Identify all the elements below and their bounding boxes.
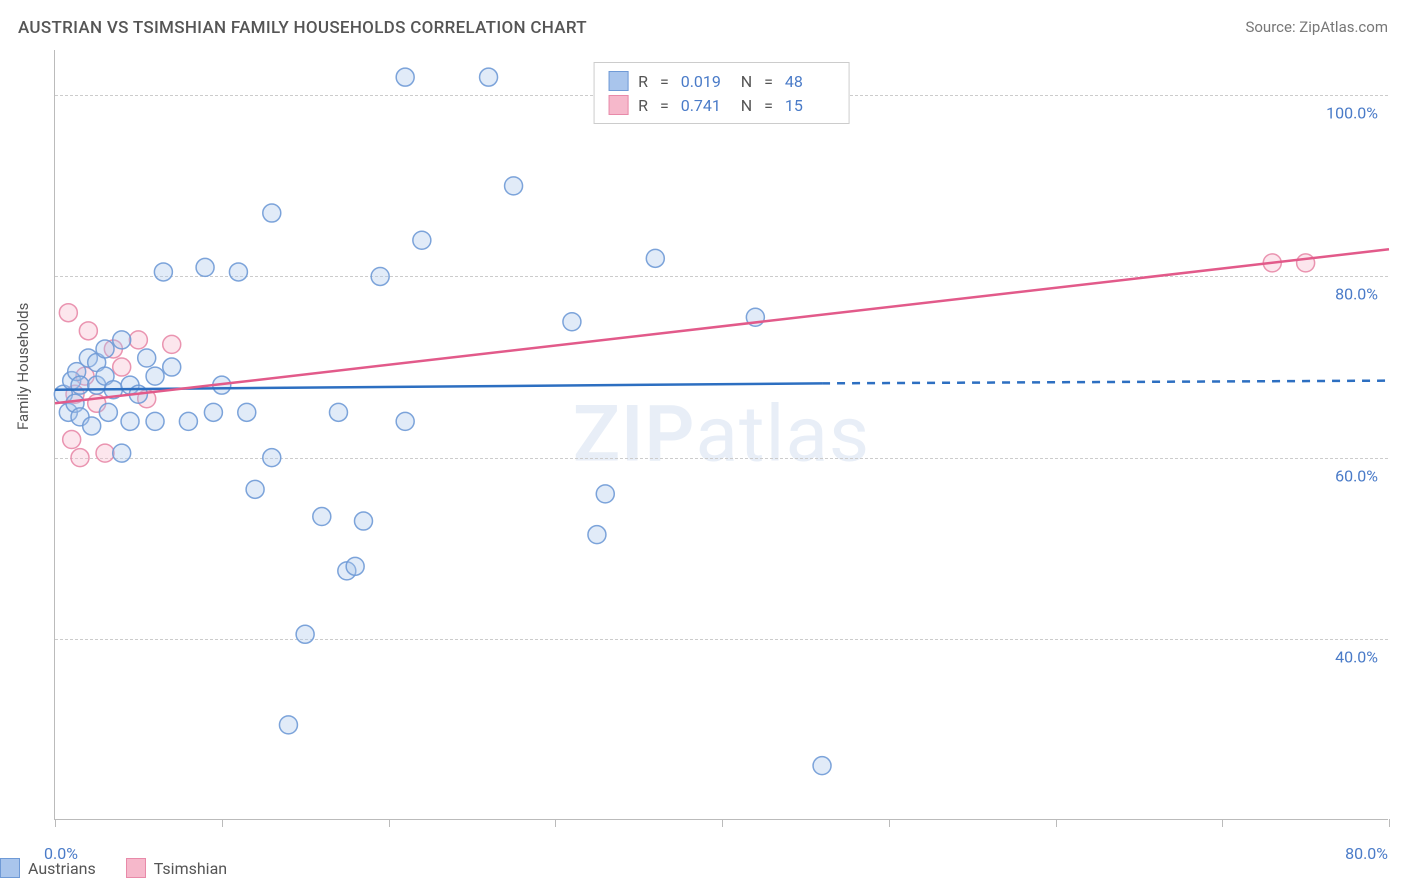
chart-title: AUSTRIAN VS TSIMSHIAN FAMILY HOUSEHOLDS … <box>18 18 587 38</box>
scatter-svg <box>55 50 1388 819</box>
x-tick <box>555 819 556 827</box>
x-tick <box>1222 819 1223 827</box>
legend-label-austrians: Austrians <box>28 859 96 878</box>
legend-label-tsimshian: Tsimshian <box>154 859 227 878</box>
scatter-point-austrians <box>371 267 389 285</box>
scatter-point-tsimshian <box>59 304 77 322</box>
scatter-point-austrians <box>505 177 523 195</box>
scatter-point-austrians <box>596 485 614 503</box>
equals-sign: = <box>764 96 773 115</box>
scatter-point-austrians <box>354 512 372 530</box>
scatter-point-austrians <box>263 204 281 222</box>
scatter-point-austrians <box>238 403 256 421</box>
equals-sign: = <box>660 96 669 115</box>
scatter-point-austrians <box>646 249 664 267</box>
scatter-point-austrians <box>246 480 264 498</box>
swatch-austrians <box>0 858 20 878</box>
swatch-tsimshian <box>126 858 146 878</box>
legend-row-tsimshian: R = 0.741 N = 15 <box>608 93 835 117</box>
scatter-point-austrians <box>346 557 364 575</box>
scatter-point-austrians <box>99 403 117 421</box>
scatter-point-austrians <box>179 412 197 430</box>
legend-item-austrians: Austrians <box>0 858 96 878</box>
x-tick <box>889 819 890 827</box>
scatter-point-tsimshian <box>163 335 181 353</box>
source-label: Source: ZipAtlas.com <box>1245 18 1388 36</box>
scatter-point-austrians <box>480 68 498 86</box>
x-tick <box>1056 819 1057 827</box>
scatter-point-austrians <box>563 313 581 331</box>
trendline-tsimshian <box>55 249 1389 403</box>
scatter-point-tsimshian <box>129 331 147 349</box>
n-label: N <box>741 72 752 91</box>
x-tick <box>222 819 223 827</box>
scatter-point-austrians <box>163 358 181 376</box>
scatter-point-austrians <box>296 625 314 643</box>
n-value-tsimshian: 15 <box>785 96 835 115</box>
scatter-point-austrians <box>329 403 347 421</box>
scatter-point-austrians <box>196 258 214 276</box>
r-label: R <box>638 72 648 91</box>
scatter-point-austrians <box>413 231 431 249</box>
scatter-point-austrians <box>154 263 172 281</box>
scatter-point-tsimshian <box>79 322 97 340</box>
equals-sign: = <box>764 72 773 91</box>
scatter-point-tsimshian <box>63 431 81 449</box>
correlation-legend: R = 0.019 N = 48 R = 0.741 N = 15 <box>593 62 850 124</box>
trendline-austrians-dashed <box>822 381 1389 384</box>
scatter-point-austrians <box>396 68 414 86</box>
x-tick <box>55 819 56 827</box>
series-legend: Austrians Tsimshian <box>0 848 1406 888</box>
scatter-point-austrians <box>138 349 156 367</box>
scatter-point-austrians <box>121 412 139 430</box>
scatter-point-austrians <box>204 403 222 421</box>
x-tick <box>389 819 390 827</box>
scatter-point-austrians <box>96 340 114 358</box>
scatter-point-austrians <box>83 417 101 435</box>
scatter-point-austrians <box>146 367 164 385</box>
scatter-point-tsimshian <box>1297 254 1315 272</box>
equals-sign: = <box>660 72 669 91</box>
scatter-point-austrians <box>263 449 281 467</box>
scatter-point-austrians <box>229 263 247 281</box>
scatter-point-austrians <box>71 376 89 394</box>
r-label: R <box>638 96 648 115</box>
scatter-point-austrians <box>279 716 297 734</box>
scatter-point-austrians <box>146 412 164 430</box>
n-label: N <box>741 96 752 115</box>
scatter-point-austrians <box>588 526 606 544</box>
scatter-point-austrians <box>813 757 831 775</box>
swatch-austrians <box>608 71 628 91</box>
x-tick <box>1389 819 1390 827</box>
scatter-point-tsimshian <box>113 358 131 376</box>
swatch-tsimshian <box>608 95 628 115</box>
legend-row-austrians: R = 0.019 N = 48 <box>608 69 835 93</box>
scatter-point-austrians <box>113 444 131 462</box>
x-tick <box>722 819 723 827</box>
scatter-point-austrians <box>313 508 331 526</box>
scatter-point-tsimshian <box>96 444 114 462</box>
scatter-point-tsimshian <box>71 449 89 467</box>
r-value-tsimshian: 0.741 <box>681 96 731 115</box>
scatter-point-austrians <box>113 331 131 349</box>
chart-plot-area: ZIPatlas 40.0%60.0%80.0%100.0% R = 0.019… <box>54 50 1388 820</box>
r-value-austrians: 0.019 <box>681 72 731 91</box>
y-axis-label: Family Households <box>14 303 32 430</box>
n-value-austrians: 48 <box>785 72 835 91</box>
scatter-point-austrians <box>396 412 414 430</box>
legend-item-tsimshian: Tsimshian <box>126 858 227 878</box>
